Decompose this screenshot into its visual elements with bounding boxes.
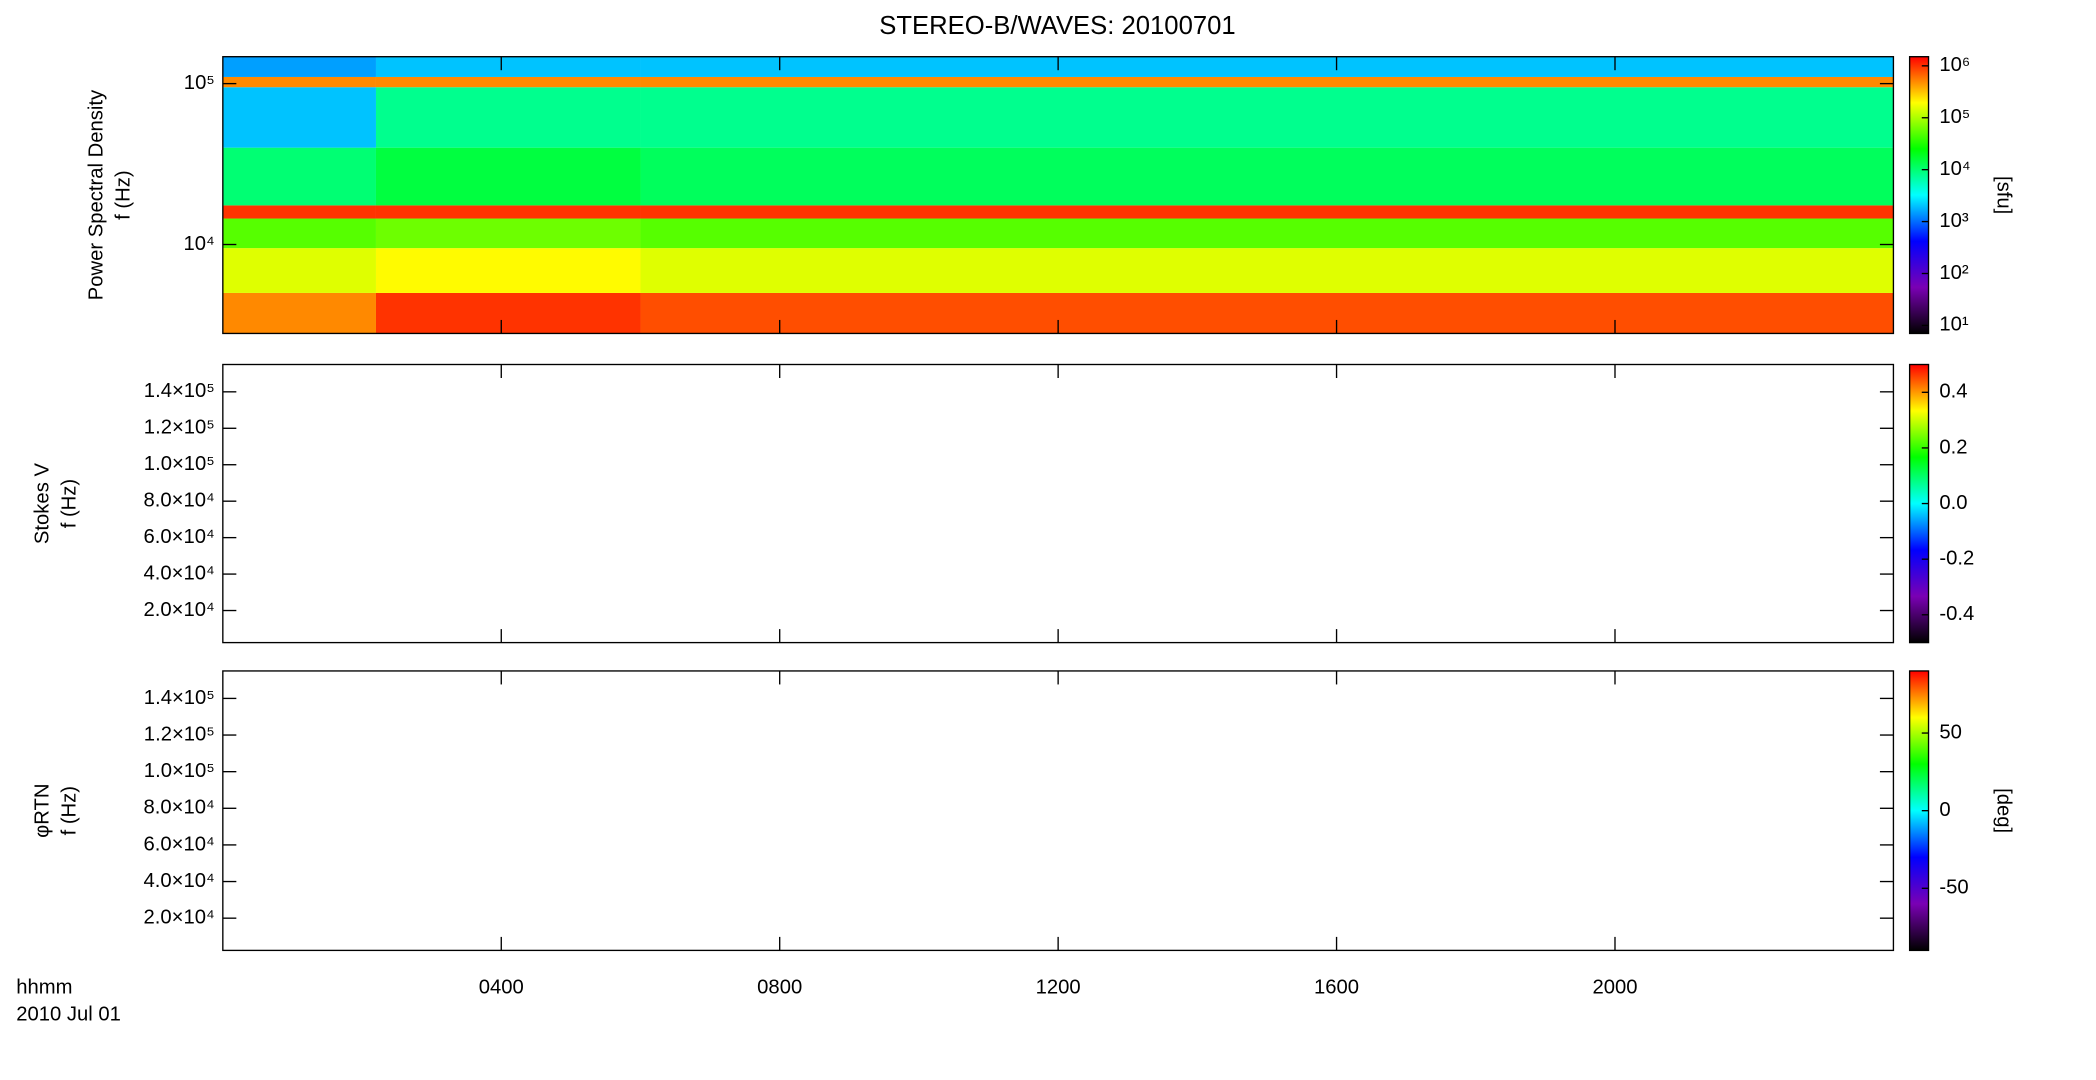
y-tick-label: 6.0×10⁴	[144, 833, 215, 855]
y-tick-label: 8.0×10⁴	[144, 797, 215, 819]
colorbar-tick-label: -0.2	[1939, 548, 1974, 570]
heatmap-cell	[222, 87, 376, 148]
heatmap-cell	[375, 248, 641, 293]
colorbar-title: [sfu]	[1992, 176, 2014, 214]
y-tick-label: 10⁴	[183, 233, 214, 255]
colorbar-tick-label: 50	[1939, 721, 1962, 743]
heatmap-cell	[640, 56, 1894, 77]
y-tick-label: 1.4×10⁵	[144, 687, 215, 709]
colorbar-tick-label: 10¹	[1939, 314, 1969, 336]
y-axis-title: f (Hz)	[59, 786, 81, 835]
heatmap-cell	[222, 218, 376, 249]
heatmap-cell	[222, 56, 376, 77]
colorbar-tick-label: 0.0	[1939, 492, 1967, 514]
y-tick-label: 10⁵	[184, 72, 215, 94]
colorbar-tick-label: -0.4	[1939, 603, 1974, 625]
y-axis-title: Stokes V	[32, 463, 54, 545]
colorbar-tick-label: 10⁶	[1939, 54, 1970, 76]
heatmap-cell	[640, 147, 1894, 206]
time-label: hhmm	[16, 977, 72, 999]
colorbar-tick-label: 0	[1939, 799, 1950, 821]
y-axis-title: φRTN	[32, 783, 54, 837]
heatmap-cell	[640, 292, 1894, 334]
heatmap-cell	[640, 218, 1894, 249]
heatmap-cell	[375, 147, 641, 206]
heatmap-cell	[222, 292, 376, 334]
colorbar-tick-label: 10³	[1939, 210, 1969, 232]
y-tick-label: 4.0×10⁴	[144, 562, 215, 584]
y-tick-label: 1.2×10⁵	[144, 417, 215, 439]
heatmap-cell	[375, 87, 641, 148]
y-tick-label: 1.0×10⁵	[144, 760, 215, 782]
heatmap-cell	[375, 56, 641, 77]
y-tick-label: 4.0×10⁴	[144, 870, 215, 892]
heatmap-cell	[640, 248, 1894, 293]
y-tick-label: 1.2×10⁵	[144, 723, 215, 745]
chart-title: STEREO-B/WAVES: 20100701	[879, 12, 1235, 40]
y-tick-label: 1.0×10⁵	[144, 453, 215, 475]
heatmap-cell	[640, 87, 1894, 148]
x-tick-label: 2000	[1592, 977, 1637, 999]
heatmap-cell	[640, 205, 1894, 219]
heatmap-cell	[640, 76, 1894, 88]
colorbar-tick-label: 10⁵	[1939, 106, 1970, 128]
plot-frame	[222, 670, 1895, 952]
colorbar-tick-label: 10²	[1939, 262, 1969, 284]
colorbar-tick-label: 10⁴	[1939, 158, 1970, 180]
y-axis-title: Power Spectral Density	[86, 89, 108, 300]
x-tick-label: 0800	[757, 977, 802, 999]
heatmap-cell	[375, 205, 641, 219]
y-tick-label: 8.0×10⁴	[144, 490, 215, 512]
y-tick-label: 2.0×10⁴	[144, 599, 215, 621]
y-axis-title: f (Hz)	[59, 479, 81, 528]
y-tick-label: 1.4×10⁵	[144, 380, 215, 402]
heatmap-cell	[222, 147, 376, 206]
heatmap-cell	[222, 205, 376, 219]
x-tick-label: 0400	[479, 977, 524, 999]
colorbar-tick-label: -50	[1939, 877, 1968, 899]
x-tick-label: 1200	[1036, 977, 1081, 999]
heatmap-cell	[222, 248, 376, 293]
colorbar	[1908, 56, 1930, 335]
heatmap-cell	[375, 76, 641, 88]
x-tick-label: 1600	[1314, 977, 1359, 999]
y-axis-title: f (Hz)	[113, 170, 135, 219]
plot-frame	[222, 363, 1895, 644]
heatmap-cell	[375, 218, 641, 249]
heatmap-cell	[222, 76, 376, 88]
colorbar-tick-label: 0.2	[1939, 436, 1967, 458]
heatmap-cell	[375, 292, 641, 334]
date-label: 2010 Jul 01	[16, 1004, 121, 1026]
y-tick-label: 6.0×10⁴	[144, 526, 215, 548]
colorbar-title: [deg]	[1992, 788, 2014, 833]
colorbar-tick-label: 0.4	[1939, 381, 1967, 403]
y-tick-label: 2.0×10⁴	[144, 907, 215, 929]
